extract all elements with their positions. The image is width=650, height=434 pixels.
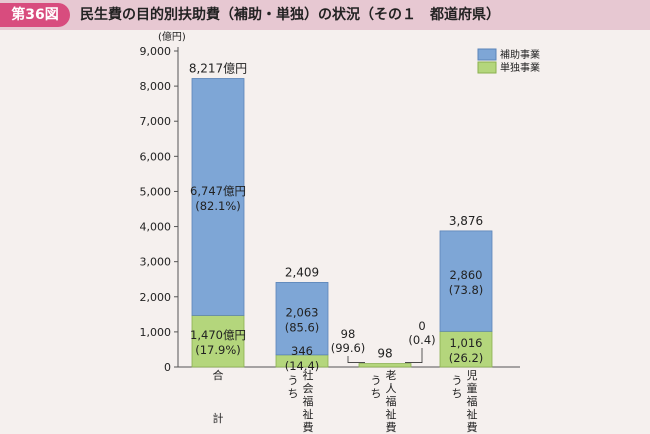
total-label: 2,409 <box>285 265 319 279</box>
independent-value-label: 346 <box>291 344 313 358</box>
x-label-prefix-char: う <box>288 374 299 387</box>
y-tick-label: 3,000 <box>140 256 172 269</box>
x-label-char: 童 <box>467 381 478 395</box>
y-tick-label: 2,000 <box>140 291 172 304</box>
callout-line-independent <box>347 356 365 363</box>
x-label-char: 費 <box>303 420 314 434</box>
legend-label-subsidy: 補助事業 <box>500 48 540 61</box>
x-label-prefix-char: ち <box>288 387 299 400</box>
subsidy-share-label: (85.6) <box>285 321 320 335</box>
bar-independent <box>439 330 493 368</box>
callout-line-subsidy <box>405 348 423 363</box>
legend-swatch-independent <box>477 61 497 74</box>
x-label-prefix-char: う <box>452 374 463 387</box>
subsidy-value-label: 2,860 <box>450 268 483 282</box>
bars <box>191 78 493 368</box>
callout-subsidy-value: 0 <box>418 319 425 333</box>
total-label: 8,217億円 <box>189 61 247 75</box>
y-tick-label: 0 <box>164 361 171 374</box>
subsidy-share-label: (73.8) <box>449 283 484 297</box>
bar-subsidy <box>191 78 245 316</box>
legend: 補助事業 単独事業 <box>477 48 540 74</box>
y-tick-label: 7,000 <box>140 115 172 128</box>
bar-subsidy <box>275 282 329 356</box>
callout-independent-share: (99.6) <box>331 341 366 355</box>
independent-value-label: 1,016 <box>450 336 483 350</box>
x-label-char: 祉 <box>303 408 314 421</box>
x-label-char: 会 <box>303 382 314 395</box>
total-label: 3,876 <box>449 214 483 228</box>
subsidy-value-label: 2,063 <box>286 306 319 320</box>
independent-share-label: (17.9%) <box>195 343 241 357</box>
x-label-char: 人 <box>386 382 397 395</box>
x-label-char: 合 <box>213 368 224 382</box>
legend-swatch-subsidy <box>477 48 497 61</box>
subsidy-share-label: (82.1%) <box>195 199 241 213</box>
y-tick-label: 4,000 <box>140 221 172 234</box>
legend-label-independent: 単独事業 <box>500 61 540 74</box>
independent-share-label: (26.2) <box>449 351 484 365</box>
x-label-char: 費 <box>467 420 478 434</box>
y-tick-label: 5,000 <box>140 185 172 198</box>
x-label-char: 社 <box>303 368 314 382</box>
x-label-char: 祉 <box>386 408 397 421</box>
x-label-char: 福 <box>303 394 314 408</box>
x-label-char: 福 <box>386 394 397 408</box>
y-tick-label: 1,000 <box>140 326 172 339</box>
y-tick-label: 9,000 <box>140 45 172 58</box>
independent-share-label: (14.4) <box>285 359 320 373</box>
y-tick-label: 6,000 <box>140 150 172 163</box>
callout-independent-value: 98 <box>341 327 356 341</box>
y-unit-label: (億円) <box>158 30 186 43</box>
x-label-char: 祉 <box>467 408 478 421</box>
x-label-prefix-char: う <box>371 374 382 387</box>
x-label-prefix-char: ち <box>452 387 463 400</box>
bar-subsidy <box>439 230 493 332</box>
callout-subsidy-share: (0.4) <box>408 333 435 347</box>
figure-number-badge: 第36図 <box>0 3 70 27</box>
independent-value-label: 1,470億円 <box>190 328 246 342</box>
figure-title: 民生費の目的別扶助費（補助・単独）の状況（その１ 都道府県） <box>80 7 500 23</box>
figure-header: 第36図 民生費の目的別扶助費（補助・単独）の状況（その１ 都道府県） <box>0 0 650 30</box>
y-tick-label: 8,000 <box>140 80 172 93</box>
x-label-char: 費 <box>386 420 397 434</box>
x-label-char: 福 <box>467 394 478 408</box>
x-label-char: 児 <box>467 369 478 382</box>
total-label: 98 <box>377 347 392 361</box>
x-label-char: 老 <box>386 369 397 382</box>
annotations: 8,217億円 2,409 98 3,876 6,747億円(82.1%) 1,470億円… <box>189 61 483 372</box>
subsidy-value-label: 6,747億円 <box>190 184 246 198</box>
bar-independent <box>358 363 412 368</box>
bar-independent <box>191 314 245 368</box>
x-label-prefix-char: ち <box>371 387 382 400</box>
x-label-char: 計 <box>213 411 224 425</box>
